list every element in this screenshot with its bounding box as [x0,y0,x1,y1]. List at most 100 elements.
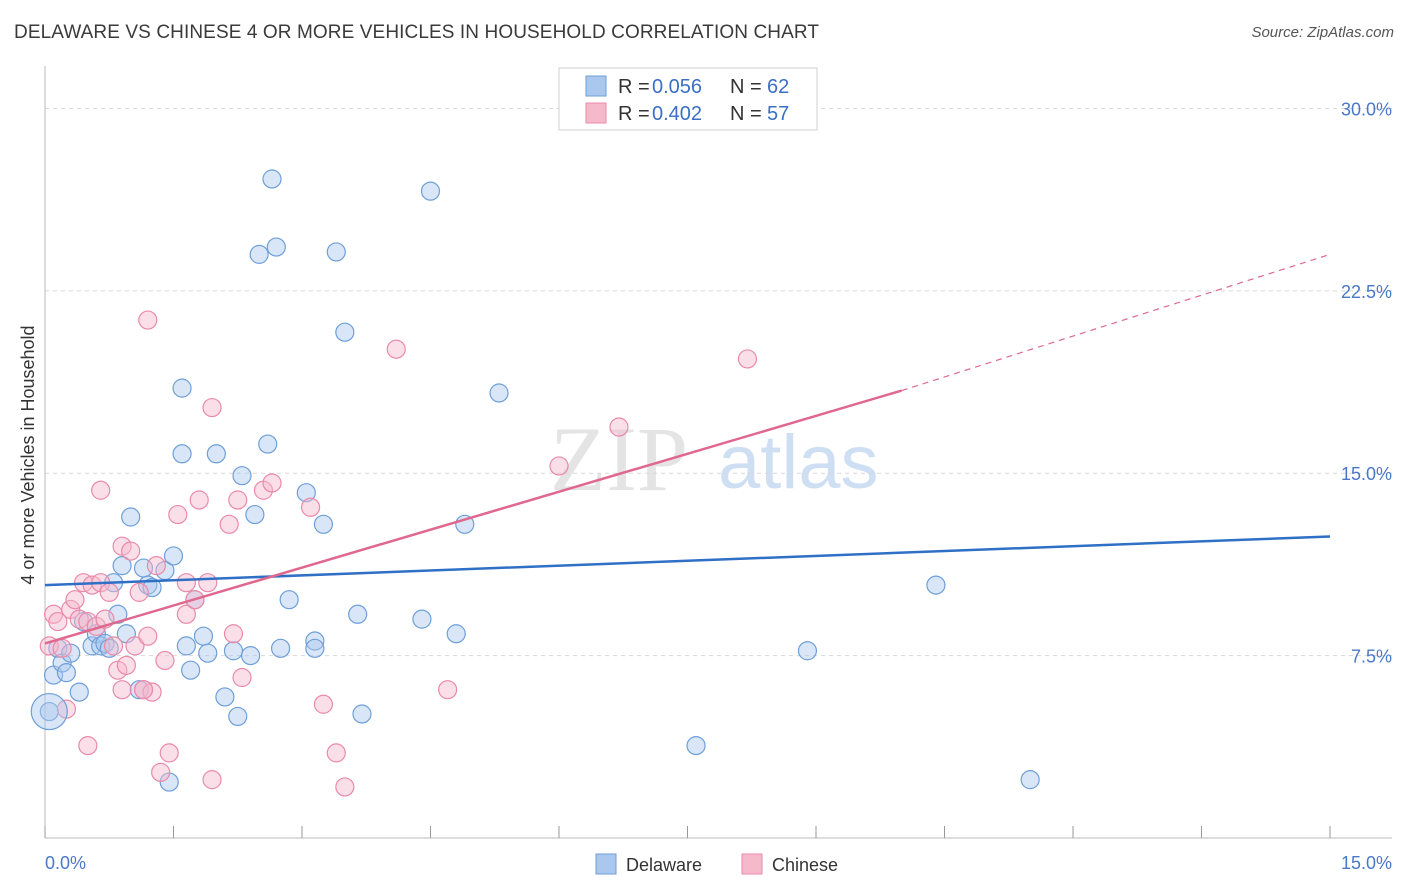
chinese-point [386,339,406,359]
chinese-point [223,624,244,644]
delaware-point [797,641,818,661]
delaware-point [335,322,355,342]
delaware-point [489,383,509,403]
chinese-point [121,541,141,561]
chinese-n-label: N = [730,103,762,125]
chinese-point [65,590,85,610]
chinese-r-value: 0.402 [652,103,702,125]
chinese-point [168,504,188,525]
delaware-point [198,643,218,663]
chinese-point [737,349,758,369]
chinese-point [262,473,282,493]
y-tick-label: 15.0% [1341,464,1392,484]
chinese-point [219,514,239,534]
delaware-point [241,646,261,666]
delaware-r-value: 0.056 [652,76,702,98]
delaware-point [215,687,235,707]
delaware-point [258,434,278,454]
delaware-point [193,626,214,646]
chinese-point [202,770,222,790]
delaware-point [108,604,128,624]
delaware-point [420,181,441,201]
chinese-point [228,490,248,510]
delaware-point [172,444,192,464]
delaware-point [412,609,432,629]
delaware-point [326,242,346,262]
delaware-point [223,641,244,661]
chinese-point [176,573,196,593]
stats-legend: R = 0.056 N = 62 R = 0.402 N = 57 [558,67,818,131]
delaware-point [305,638,325,658]
chinese-point [138,626,158,646]
source-credit: Source: ZipAtlas.com [1251,24,1394,41]
chinese-point [103,636,124,656]
chinese-point [151,762,171,782]
chinese-point [176,604,196,624]
chinese-point [313,694,334,714]
watermark-zip: ZIP [550,408,688,510]
chinese-legend-label: Chinese [772,855,838,875]
chinese-trend-extension [901,253,1331,392]
chinese-point [52,638,72,658]
delaware-point [352,704,372,724]
delaware-point [112,556,132,576]
delaware-point [56,663,77,683]
chinese-point [609,417,629,437]
chinese-point [335,777,355,797]
delaware-point [172,378,192,398]
delaware-point [1020,770,1040,790]
y-tick-label: 22.5% [1341,282,1392,302]
chinese-point [300,497,321,517]
chinese-n-value: 57 [767,103,789,125]
delaware-cluster-point [30,692,68,731]
chinese-point [125,636,145,656]
chinese-point [99,582,119,602]
delaware-point [142,577,162,598]
chinese-point [155,650,175,671]
y-tick-labels: 7.5% 15.0% 22.5% 30.0% [1341,99,1392,666]
chinese-point [133,680,154,700]
x-tick-label: 15.0% [1341,853,1392,873]
data-points [30,169,1040,797]
delaware-n-label: N = [730,76,762,98]
y-tick-label: 30.0% [1341,99,1392,119]
delaware-point [266,237,286,257]
chinese-point [146,556,166,576]
delaware-point [245,504,265,525]
chinese-point [326,743,346,763]
delaware-swatch-icon [585,75,607,97]
watermark-atlas: atlas [718,420,879,505]
delaware-point [121,507,141,527]
chinese-point [232,667,252,688]
chinese-point [159,743,179,763]
delaware-point [181,660,201,680]
chinese-point [91,480,111,500]
chinese-point [438,680,458,700]
delaware-point [686,735,706,756]
delaware-point [262,169,282,189]
delaware-r-label: R = [618,76,650,98]
delaware-n-value: 62 [767,76,789,98]
chinese-point [112,680,132,700]
chinese-r-label: R = [618,103,650,125]
delaware-point [232,466,252,486]
delaware-point [249,244,269,264]
chinese-trend-line [44,389,903,645]
axes [44,66,1392,839]
trend-lines [44,253,1331,645]
delaware-point [305,631,325,651]
chinese-point [116,655,136,675]
delaware-point [926,575,946,595]
y-tick-label: 7.5% [1351,647,1392,667]
delaware-trend-line [44,535,1331,587]
delaware-point [313,514,334,534]
chinese-swatch-icon [585,102,607,124]
chinese-point [48,611,68,632]
delaware-point [348,604,368,624]
x-tick-label: 0.0% [45,853,86,873]
delaware-point [446,624,466,644]
chinese-point [138,310,158,330]
delaware-legend-icon [595,853,617,875]
watermark: ZIP atlas [550,408,879,510]
